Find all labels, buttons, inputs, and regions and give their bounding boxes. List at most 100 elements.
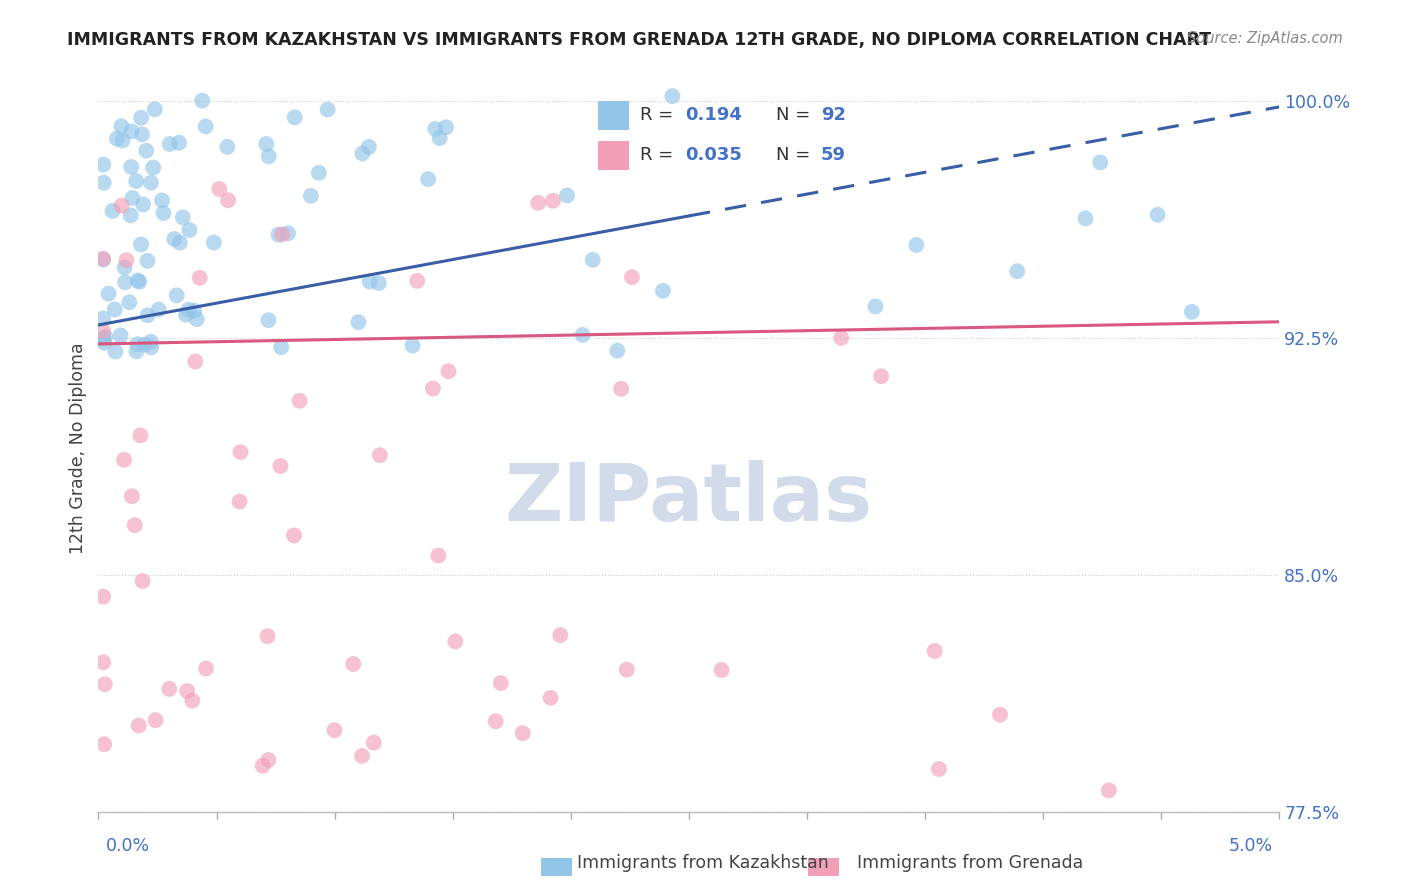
Point — [121, 191, 143, 205]
Text: ZIPatlas: ZIPatlas — [505, 460, 873, 538]
Point — [541, 194, 564, 208]
Point — [229, 445, 252, 459]
Point — [870, 369, 893, 384]
Point — [127, 273, 149, 287]
Point — [128, 718, 150, 732]
Point — [1146, 208, 1168, 222]
Point — [120, 208, 142, 222]
Point — [228, 494, 250, 508]
Point — [865, 299, 887, 313]
Point — [112, 453, 135, 467]
Point — [254, 136, 277, 151]
Point — [135, 144, 157, 158]
Point — [621, 270, 644, 285]
Point — [444, 634, 467, 648]
Point — [174, 308, 197, 322]
Point — [132, 197, 155, 211]
Point — [188, 270, 211, 285]
Bar — [599, 141, 630, 169]
Point — [120, 160, 142, 174]
Point — [152, 206, 174, 220]
Point — [616, 663, 638, 677]
Point — [125, 174, 148, 188]
Point — [195, 661, 218, 675]
Point — [367, 276, 389, 290]
Point — [97, 286, 120, 301]
Point — [1074, 211, 1097, 226]
Point — [427, 549, 450, 563]
Point — [169, 235, 191, 250]
Point — [91, 311, 114, 326]
Point — [111, 134, 134, 148]
Point — [352, 146, 374, 161]
Text: N =: N = — [776, 146, 810, 164]
Point — [91, 252, 114, 267]
Point — [104, 302, 127, 317]
Point — [114, 260, 136, 275]
Point — [357, 140, 380, 154]
Point — [104, 344, 127, 359]
Text: Immigrants from Grenada: Immigrants from Grenada — [858, 855, 1083, 872]
Point — [172, 211, 194, 225]
Point — [606, 343, 628, 358]
Point — [252, 758, 274, 772]
Point — [127, 337, 149, 351]
Point — [582, 252, 605, 267]
Point — [134, 337, 156, 351]
Point — [422, 382, 444, 396]
Text: N =: N = — [776, 106, 810, 124]
Point — [105, 131, 128, 145]
Text: 0.194: 0.194 — [685, 106, 742, 124]
Point — [555, 188, 578, 202]
Point — [323, 723, 346, 738]
Point — [905, 238, 928, 252]
Point — [157, 681, 180, 696]
Point — [217, 140, 239, 154]
Point — [1090, 155, 1112, 169]
Point — [271, 227, 294, 242]
Point — [159, 136, 181, 151]
Point — [928, 762, 950, 776]
Point — [924, 644, 946, 658]
Point — [485, 714, 508, 729]
Text: 0.035: 0.035 — [685, 146, 742, 164]
Point — [139, 176, 162, 190]
Point — [550, 628, 572, 642]
Point — [91, 252, 114, 266]
Point — [148, 302, 170, 317]
Point — [988, 707, 1011, 722]
Point — [256, 629, 278, 643]
Point — [176, 684, 198, 698]
Text: 5.0%: 5.0% — [1229, 837, 1272, 855]
Point — [316, 103, 339, 117]
Text: R =: R = — [640, 106, 673, 124]
Point — [183, 303, 205, 318]
Point — [1005, 264, 1028, 278]
Point — [163, 232, 186, 246]
Point — [257, 149, 280, 163]
Point — [1098, 783, 1121, 797]
Point — [91, 332, 114, 346]
Point — [267, 227, 290, 242]
Point — [257, 753, 280, 767]
Point — [257, 313, 280, 327]
Point — [177, 302, 200, 317]
Y-axis label: 12th Grade, No Diploma: 12th Grade, No Diploma — [69, 343, 87, 554]
Point — [202, 235, 225, 250]
Text: R =: R = — [640, 146, 673, 164]
Point — [91, 590, 114, 604]
Point — [283, 528, 305, 542]
Point — [661, 89, 683, 103]
Point — [434, 120, 457, 135]
Point — [418, 172, 440, 186]
Point — [540, 690, 562, 705]
Point — [167, 136, 190, 150]
Text: Source: ZipAtlas.com: Source: ZipAtlas.com — [1187, 31, 1343, 46]
Point — [277, 227, 299, 241]
Point — [610, 382, 633, 396]
Point — [118, 295, 141, 310]
Point — [131, 574, 153, 588]
Point — [129, 428, 152, 442]
Point — [359, 275, 381, 289]
Point — [342, 657, 364, 671]
